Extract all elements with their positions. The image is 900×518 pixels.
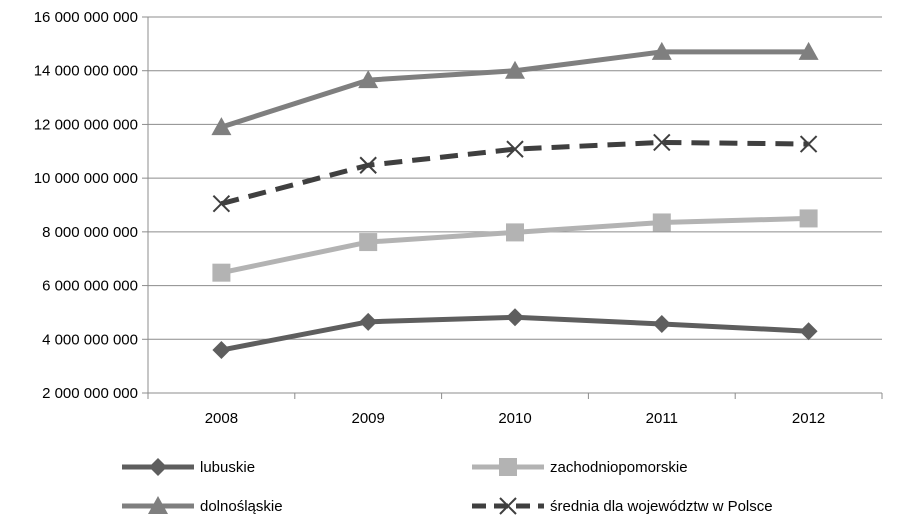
data-point-diamond [149,458,167,476]
x-tick-label: 2008 [205,410,238,427]
data-point-square [799,209,818,228]
legend-label: lubuskie [200,459,255,476]
series-3 [211,41,819,136]
data-point-x [653,133,671,152]
y-axis-tick-labels: 2 000 000 000 4 000 000 000 6 000 000 000 8… [34,9,138,402]
x-mark-stroke [212,194,231,213]
series-group [211,41,819,360]
legend-label: średnia dla województw w Polsce [550,498,773,515]
axes [142,16,883,399]
data-point-diamond [359,312,378,331]
x-axis-tick-labels: 2008 2009 2010 2011 2012 [205,410,826,427]
data-point-triangle [505,60,525,79]
data-point-x [506,140,524,158]
y-tick-label: 8 000 000 000 [42,224,138,241]
data-point-triangle [651,41,672,60]
x-mark-stroke [499,497,517,515]
x-tick-label: 2010 [498,410,531,427]
data-point-square [212,263,231,282]
data-point-diamond [506,308,524,327]
legend-item: dolnośląskie [122,496,283,515]
y-tick-label: 14 000 000 000 [34,63,138,80]
data-point-triangle [798,41,819,60]
series-1 [212,308,818,360]
x-tick-label: 2009 [352,410,385,427]
series-line [220,139,809,207]
legend-label: zachodniopomorskie [550,459,688,476]
y-tick-label: 2 000 000 000 [42,385,138,402]
data-point-triangle [358,70,379,89]
x-mark-stroke [506,140,524,158]
data-point-x [799,135,818,153]
legend: lubuskie zachodniopomorskie dolnośląskie śr… [122,458,773,515]
data-point-x [212,194,231,213]
y-tick-label: 6 000 000 000 [42,278,138,295]
data-point-square [359,233,378,252]
data-point-square [499,458,517,476]
data-point-x [359,156,377,174]
data-point-diamond [799,322,818,341]
y-tick-label: 4 000 000 000 [42,331,138,348]
series-4 [212,133,818,213]
series-2 [212,209,818,282]
data-point-diamond [652,314,671,333]
x-mark-stroke [653,133,671,152]
y-tick-label: 12 000 000 000 [34,116,138,133]
y-tick-label: 16 000 000 000 [34,9,138,26]
legend-item: średnia dla województw w Polsce [472,497,773,515]
x-mark-stroke [359,156,377,174]
data-point-triangle [148,496,168,514]
x-mark-stroke [799,135,818,153]
y-tick-label: 10 000 000 000 [34,170,138,187]
legend-label: dolnośląskie [200,498,283,515]
data-point-square [652,213,671,232]
legend-item: lubuskie [122,458,255,476]
legend-item: zachodniopomorskie [472,458,688,476]
data-point-diamond [212,341,231,360]
data-point-square [506,223,524,242]
x-tick-label: 2011 [646,410,678,427]
data-point-triangle [211,117,232,136]
x-tick-label: 2012 [792,410,825,427]
data-point-x [499,497,517,515]
